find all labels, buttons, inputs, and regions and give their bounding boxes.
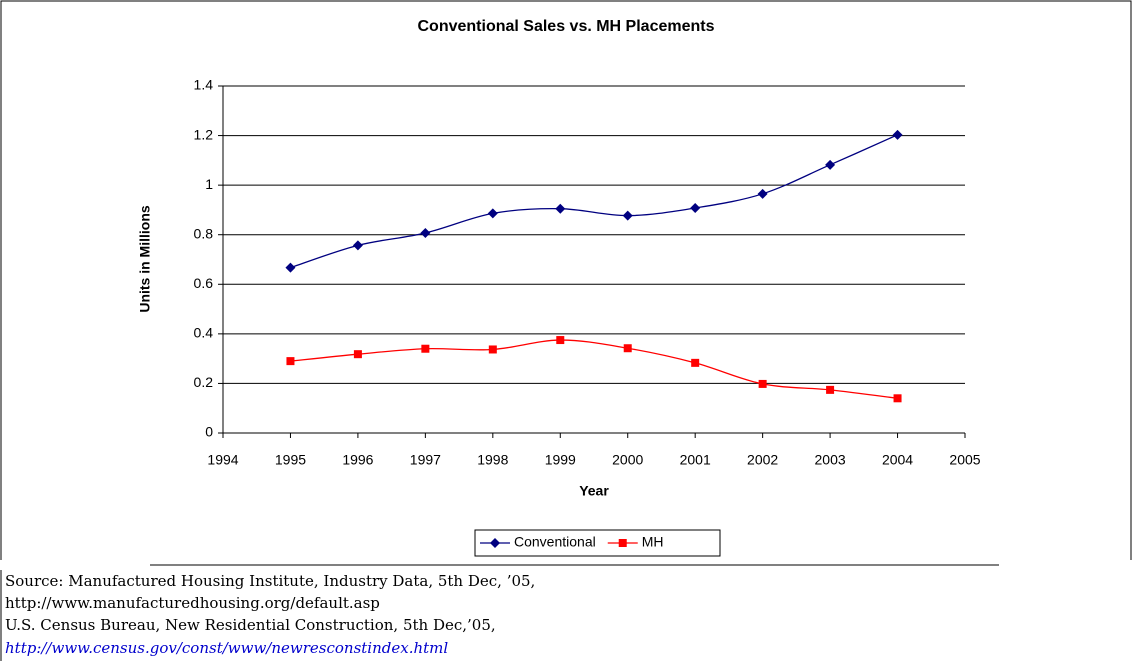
chart-border	[0, 0, 1132, 566]
source-line: http://www.manufacturedhousing.org/defau…	[5, 594, 380, 612]
border-gap	[999, 560, 1133, 570]
chart-title: Conventional Sales vs. MH Placements	[418, 18, 715, 35]
marker	[421, 344, 430, 353]
y-tick-label: 0.8	[194, 225, 214, 241]
marker	[757, 188, 768, 199]
marker	[623, 344, 632, 353]
y-tick-label: 0	[205, 424, 213, 440]
x-tick-label: 1994	[207, 452, 238, 468]
marker	[556, 336, 565, 345]
x-tick-label: 2002	[747, 452, 778, 468]
y-tick-label: 1.4	[194, 77, 214, 93]
marker	[826, 385, 835, 394]
series-line	[290, 134, 898, 269]
legend-box	[474, 529, 721, 557]
x-axis-label: Year	[579, 483, 609, 499]
marker	[353, 350, 362, 359]
marker	[825, 159, 836, 170]
legend-label: Conventional	[514, 534, 596, 550]
y-tick-label: 1	[205, 176, 213, 192]
marker	[758, 379, 767, 388]
x-tick-label: 1996	[342, 452, 373, 468]
marker	[490, 538, 500, 548]
x-tick-label: 1995	[275, 452, 306, 468]
marker	[285, 262, 296, 273]
x-tick-label: 1998	[477, 452, 508, 468]
x-tick-label: 2003	[815, 452, 846, 468]
marker	[555, 203, 566, 214]
x-tick-label: 2005	[949, 452, 980, 468]
marker	[690, 202, 701, 213]
series-line	[290, 339, 898, 399]
source-line: Source: Manufactured Housing Institute, …	[5, 572, 536, 590]
y-tick-label: 0.6	[194, 275, 214, 291]
marker	[618, 539, 627, 547]
y-tick-label: 0.4	[194, 325, 214, 341]
x-tick-label: 2004	[882, 452, 913, 468]
border-gap	[0, 560, 150, 570]
marker	[622, 210, 633, 221]
marker	[892, 129, 903, 140]
marker	[488, 345, 497, 354]
y-tick-label: 0.2	[194, 374, 214, 390]
marker	[352, 240, 363, 251]
marker	[286, 357, 295, 366]
y-axis-label: Units in Millions	[137, 205, 153, 313]
marker	[420, 227, 431, 238]
source-line: U.S. Census Bureau, New Residential Cons…	[5, 616, 496, 634]
legend-label: MH	[642, 534, 664, 550]
x-tick-label: 1999	[545, 452, 576, 468]
marker	[893, 394, 902, 403]
x-tick-label: 1997	[410, 452, 441, 468]
y-tick-label: 1.2	[194, 126, 214, 142]
x-tick-label: 2000	[612, 452, 643, 468]
x-tick-label: 2001	[680, 452, 711, 468]
marker	[691, 358, 700, 367]
marker	[487, 208, 498, 219]
source-link[interactable]: http://www.census.gov/const/www/newresco…	[5, 639, 449, 657]
